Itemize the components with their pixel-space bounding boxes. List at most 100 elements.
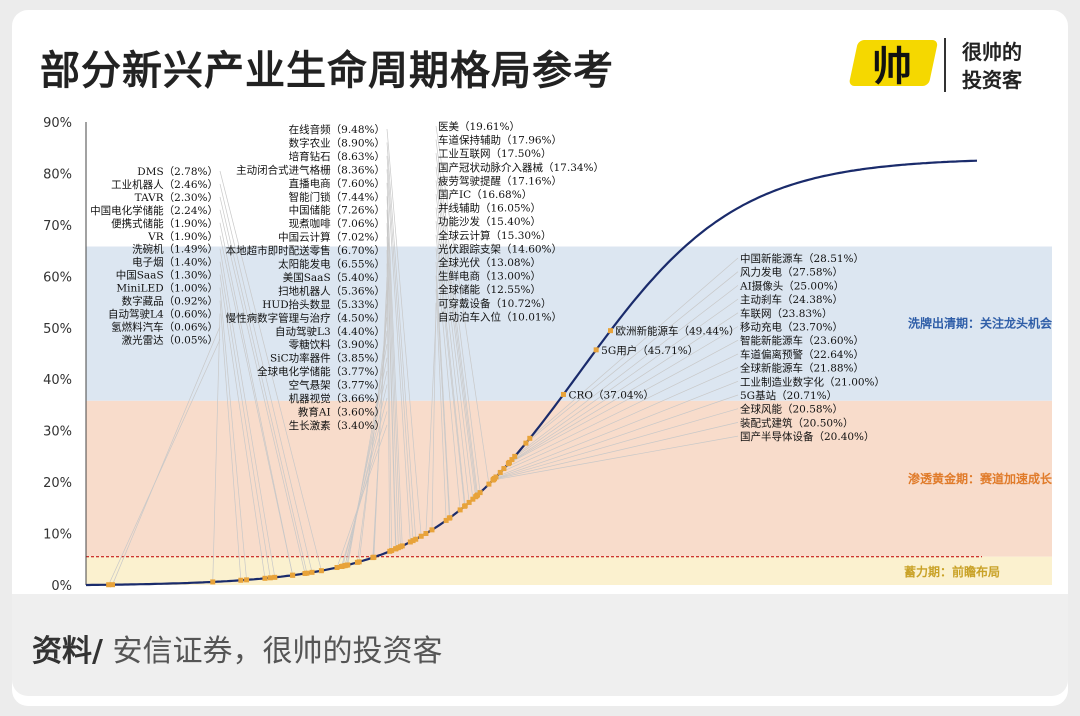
data-label: 生鲜电商（13.00%） bbox=[438, 270, 541, 283]
leader-line bbox=[435, 275, 450, 519]
data-marker bbox=[272, 574, 278, 580]
data-label: AI摄像头（25.00%） bbox=[739, 279, 844, 292]
data-marker bbox=[470, 496, 476, 502]
y-tick-label: 80% bbox=[43, 167, 72, 182]
data-label: 装配式建筑（20.50%） bbox=[740, 416, 854, 429]
data-label: 自动驾驶L3（4.40%） bbox=[275, 325, 385, 338]
leader-line bbox=[219, 183, 313, 573]
leader-line bbox=[219, 209, 306, 574]
data-marker bbox=[290, 572, 296, 578]
source-value: 安信证券，很帅的投资客 bbox=[112, 634, 443, 669]
data-label: 国产半导体设备（20.40%） bbox=[740, 430, 875, 443]
leader-line bbox=[425, 316, 437, 534]
data-label: 培育钻石（8.63%） bbox=[289, 150, 385, 163]
data-label: 工业互联网（17.50%） bbox=[438, 148, 552, 160]
data-label: VR（1.90%） bbox=[147, 231, 218, 243]
data-marker bbox=[443, 517, 449, 523]
leader-line bbox=[219, 287, 247, 580]
data-marker bbox=[523, 440, 529, 446]
data-marker bbox=[370, 555, 376, 561]
y-tick-label: 30% bbox=[43, 425, 72, 440]
data-label: 数字藏品（0.92%） bbox=[122, 295, 218, 308]
leader-line bbox=[435, 193, 474, 500]
leader-line bbox=[495, 380, 739, 478]
data-marker bbox=[393, 546, 399, 552]
data-label: HUD抬头数显（5.33%） bbox=[262, 298, 385, 311]
data-marker bbox=[473, 494, 479, 500]
data-marker bbox=[302, 570, 308, 576]
data-label: 数字农业（8.90%） bbox=[289, 136, 385, 149]
data-label: 本地超市即时配送零售（6.70%） bbox=[226, 244, 385, 257]
source-text: 资料/ 安信证券，很帅的投资客 bbox=[32, 626, 443, 670]
data-label: 慢性病数字管理与治疗（4.50%） bbox=[226, 311, 385, 324]
data-marker bbox=[486, 481, 492, 487]
zone-label: 渗透黄金期：赛道加速成长 bbox=[908, 471, 1053, 486]
leader-line bbox=[500, 367, 739, 473]
data-label: 疲劳驾驶提醒（17.16%） bbox=[438, 174, 562, 187]
logo-line-2: 投资客 bbox=[962, 68, 1022, 92]
leader-line bbox=[508, 339, 739, 464]
data-marker bbox=[423, 531, 429, 537]
data-marker bbox=[477, 490, 483, 496]
data-label: 扫地机器人（5.36%） bbox=[278, 284, 385, 297]
y-tick-label: 50% bbox=[43, 322, 72, 337]
leader-line bbox=[494, 394, 739, 479]
data-marker bbox=[387, 548, 393, 554]
leader-line bbox=[386, 142, 417, 540]
leader-line bbox=[336, 424, 388, 568]
data-label: 移动充电（23.70%） bbox=[740, 321, 843, 334]
leader-line bbox=[435, 139, 481, 493]
leader-line bbox=[386, 182, 403, 546]
data-marker bbox=[446, 515, 452, 521]
curve-label: 5G用户（45.71%） bbox=[601, 344, 698, 357]
data-label: 零糖饮料（3.90%） bbox=[289, 338, 385, 351]
data-marker bbox=[457, 507, 463, 513]
data-label: 并线辅助（16.05%） bbox=[438, 202, 541, 215]
data-label: 中国电化学储能（2.24%） bbox=[90, 204, 218, 217]
data-label: 直播电商（7.60%） bbox=[289, 177, 385, 190]
leader-line bbox=[435, 153, 478, 496]
y-tick-label: 90% bbox=[43, 116, 72, 131]
data-label: 激光雷达（0.05%） bbox=[122, 333, 218, 346]
leader-line bbox=[492, 435, 739, 481]
data-marker bbox=[244, 577, 250, 583]
zone-band bbox=[86, 400, 1052, 557]
curve-layer bbox=[86, 159, 978, 588]
data-marker bbox=[334, 565, 340, 571]
source-footer bbox=[12, 594, 1068, 696]
leader-line bbox=[386, 263, 391, 552]
y-axis: 0% 10% 20% 30% 40% 50% 60% 70% 80% 90% bbox=[43, 116, 87, 594]
leader-line bbox=[493, 408, 739, 480]
data-label: MiniLED（1.00%） bbox=[116, 283, 218, 295]
zone-label: 蓄力期：前瞻布局 bbox=[904, 564, 1000, 579]
leader-line bbox=[435, 125, 490, 485]
leader-line bbox=[435, 221, 466, 506]
data-label: 在线音频（9.48%） bbox=[289, 123, 385, 136]
data-marker bbox=[608, 328, 614, 334]
leader-line bbox=[435, 207, 470, 503]
leader-line bbox=[386, 169, 411, 543]
data-label: 现煮咖啡（7.06%） bbox=[289, 218, 385, 230]
leader-line bbox=[435, 234, 465, 507]
leader-line bbox=[511, 298, 739, 460]
data-marker bbox=[497, 469, 503, 475]
y-tick-label: 40% bbox=[43, 373, 72, 388]
y-tick-label: 70% bbox=[43, 219, 72, 234]
data-marker bbox=[309, 569, 315, 575]
leader-line bbox=[386, 196, 401, 547]
leader-line bbox=[344, 371, 388, 566]
data-label: 车联网（23.83%） bbox=[740, 307, 833, 320]
data-label: 美国SaaS（5.40%） bbox=[283, 271, 385, 284]
data-marker bbox=[462, 503, 468, 509]
data-label: 教育AI（3.60%） bbox=[298, 405, 385, 418]
data-marker bbox=[505, 461, 511, 467]
data-label: 生长激素（3.40%） bbox=[289, 419, 385, 432]
y-tick-label: 0% bbox=[51, 579, 72, 594]
leader-line bbox=[212, 313, 221, 582]
data-label: 空气悬架（3.77%） bbox=[289, 379, 385, 392]
data-marker bbox=[354, 559, 360, 565]
data-label: 国产IC（16.68%） bbox=[438, 188, 532, 201]
leader-line bbox=[509, 312, 739, 463]
data-label: 中国云计算（7.02%） bbox=[278, 231, 385, 244]
